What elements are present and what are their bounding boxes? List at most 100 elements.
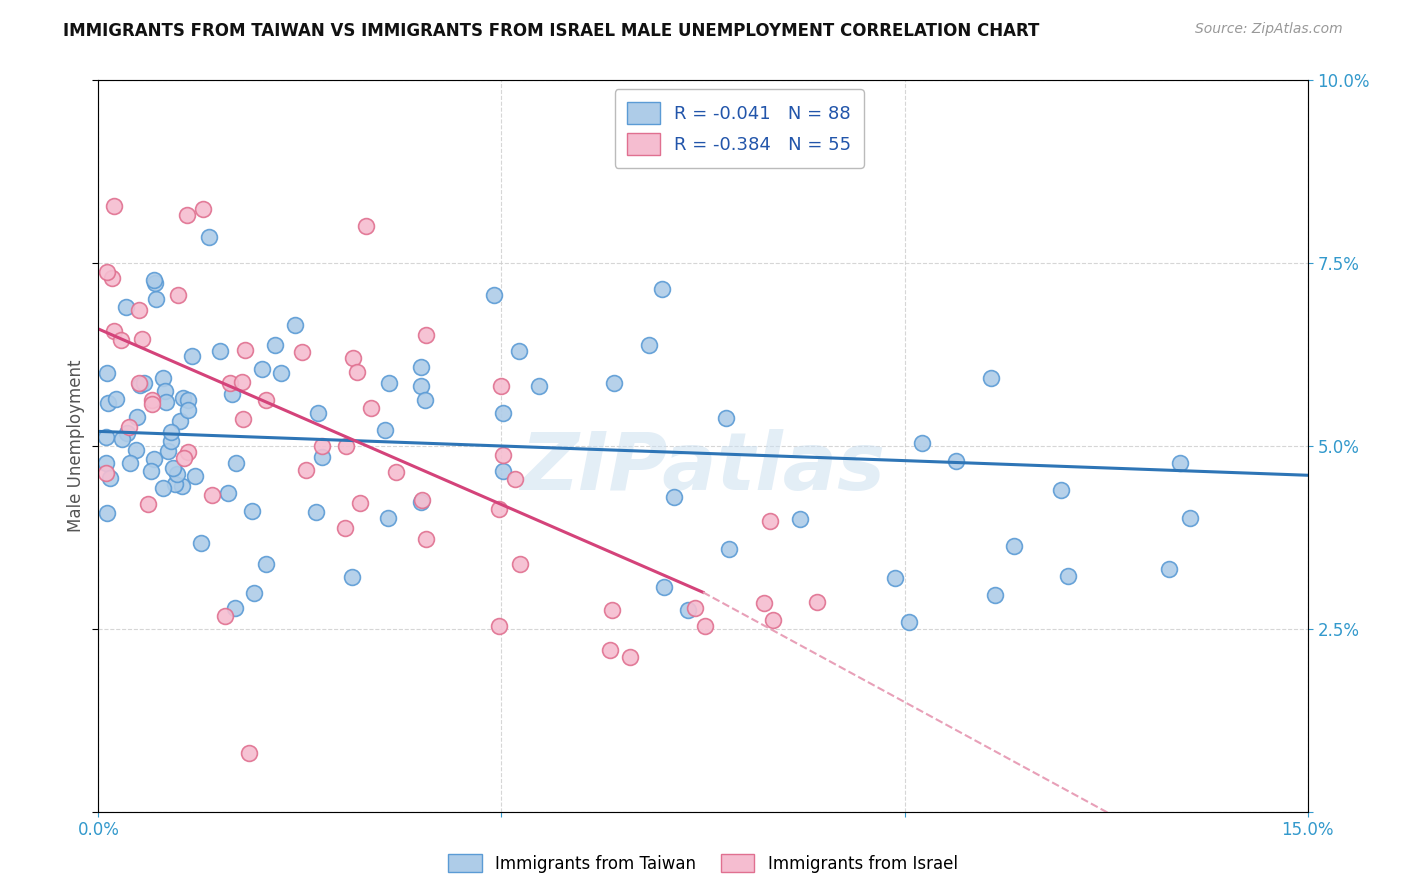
Point [491, 464, 513, 478]
Point [163, 477, 186, 491]
Point [190, 536, 212, 550]
Point [98, 470, 121, 484]
Point [152, 371, 174, 385]
Text: Source: ZipAtlas.com: Source: ZipAtlas.com [1195, 22, 1343, 37]
Point [409, 359, 432, 374]
Point [600, 603, 623, 617]
Point [1002, 539, 1025, 553]
Point [415, 532, 437, 546]
Point [482, 288, 505, 302]
Point [128, 376, 150, 390]
Point [103, 324, 125, 338]
Point [96, 506, 118, 520]
Point [676, 603, 699, 617]
Point [599, 642, 621, 657]
Point [409, 495, 432, 509]
Point [231, 375, 253, 389]
Point [143, 273, 166, 287]
Point [333, 521, 356, 535]
Point [221, 386, 243, 401]
Point [762, 613, 785, 627]
Point [219, 376, 242, 390]
Point [166, 288, 188, 302]
Point [214, 609, 236, 624]
Point [169, 413, 191, 427]
Point [1159, 562, 1181, 576]
Point [789, 512, 811, 526]
Point [603, 376, 626, 391]
Point [250, 361, 273, 376]
Text: IMMIGRANTS FROM TAIWAN VS IMMIGRANTS FROM ISRAEL MALE UNEMPLOYMENT CORRELATION C: IMMIGRANTS FROM TAIWAN VS IMMIGRANTS FRO… [63, 22, 1039, 40]
Point [491, 379, 513, 393]
Point [201, 488, 224, 502]
Point [209, 344, 232, 359]
Point [415, 328, 437, 343]
Point [619, 649, 641, 664]
Point [141, 392, 163, 407]
Point [378, 376, 401, 390]
Point [145, 292, 167, 306]
Point [238, 746, 260, 760]
Point [1168, 456, 1191, 470]
Point [284, 318, 307, 332]
Point [652, 580, 675, 594]
Point [117, 426, 139, 441]
Point [349, 495, 371, 509]
Point [342, 570, 364, 584]
Point [342, 351, 364, 365]
Point [883, 571, 905, 585]
Point [111, 432, 134, 446]
Y-axis label: Male Unemployment: Male Unemployment [66, 359, 84, 533]
Point [139, 464, 162, 478]
Point [166, 467, 188, 482]
Point [177, 393, 200, 408]
Point [527, 379, 550, 393]
Point [96, 429, 118, 443]
Point [217, 486, 239, 500]
Point [153, 384, 176, 398]
Point [492, 448, 515, 462]
Point [177, 402, 200, 417]
Point [173, 451, 195, 466]
Point [183, 469, 205, 483]
Point [120, 456, 142, 470]
Point [101, 271, 124, 285]
Point [897, 615, 920, 629]
Point [651, 281, 673, 295]
Text: ZIPatlas: ZIPatlas [520, 429, 886, 507]
Point [415, 392, 437, 407]
Point [254, 557, 277, 571]
Point [96, 265, 118, 279]
Point [233, 343, 256, 358]
Point [311, 439, 333, 453]
Point [132, 376, 155, 391]
Point [492, 406, 515, 420]
Point [305, 504, 328, 518]
Point [295, 463, 318, 477]
Point [1057, 568, 1080, 582]
Point [231, 412, 253, 426]
Point [509, 557, 531, 571]
Point [160, 425, 183, 439]
Point [508, 343, 530, 358]
Point [945, 454, 967, 468]
Point [143, 276, 166, 290]
Point [503, 472, 526, 486]
Point [1180, 510, 1202, 524]
Point [637, 338, 659, 352]
Point [96, 466, 118, 480]
Point [181, 349, 204, 363]
Point [409, 378, 432, 392]
Point [142, 451, 165, 466]
Point [128, 303, 150, 318]
Point [198, 230, 221, 244]
Point [177, 445, 200, 459]
Point [980, 370, 1002, 384]
Point [377, 510, 399, 524]
Point [716, 411, 738, 425]
Point [1050, 483, 1073, 498]
Point [683, 600, 706, 615]
Point [311, 450, 333, 464]
Point [128, 377, 150, 392]
Point [131, 332, 153, 346]
